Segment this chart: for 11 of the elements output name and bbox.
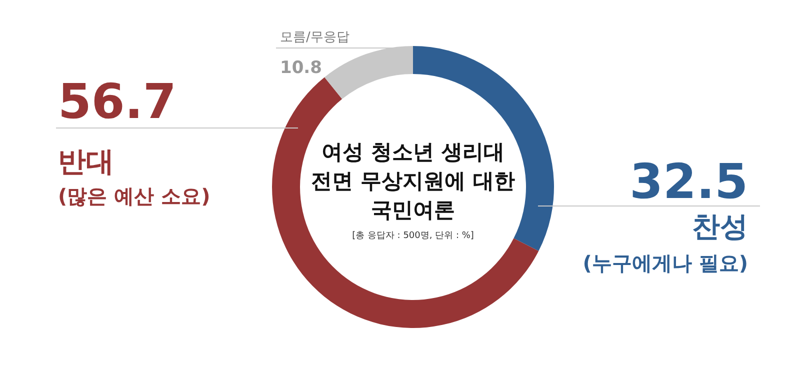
text: 여성 청소년 생리대 전면 무상지원에 대한 국민여론 — [311, 140, 515, 222]
data-label: 56.7 — [58, 74, 176, 130]
text: (누구에게나 필요) — [582, 251, 748, 275]
text: (많은 예산 소요) — [58, 184, 210, 208]
donut-slice — [272, 77, 539, 328]
slice-label: 찬성 — [692, 210, 748, 243]
data-label: 10.8 — [280, 58, 322, 78]
slice-label: 모름/무응답 — [280, 30, 350, 45]
text: [총 응답자 : 500명, 단위 : %] — [352, 231, 474, 241]
data-label: 32.5 — [630, 154, 748, 210]
slice-label: 반대 — [58, 145, 114, 178]
